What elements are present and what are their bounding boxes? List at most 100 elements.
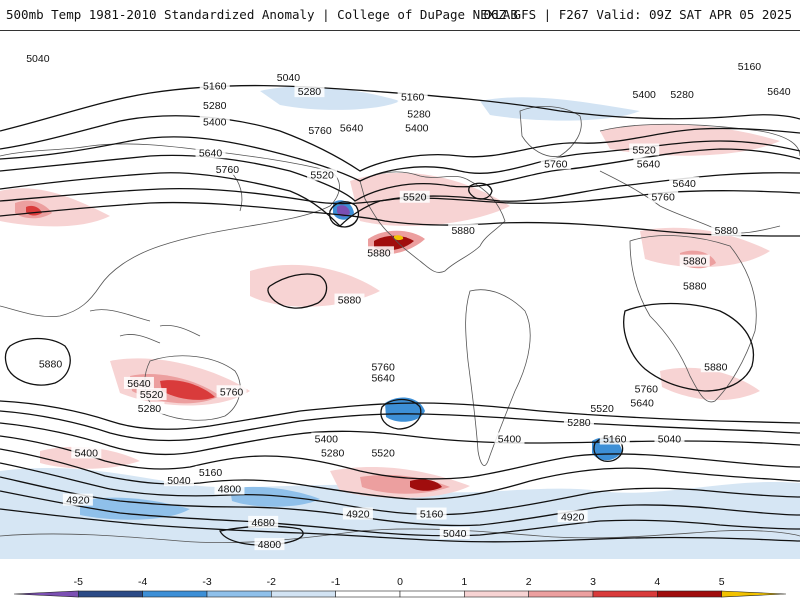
contour-label-bg	[368, 446, 399, 459]
contour-label-bg	[363, 246, 394, 259]
coast-south-america	[465, 289, 531, 466]
legend-colorbar	[13, 590, 787, 598]
contour-label-bg	[397, 90, 428, 103]
contour-label-bg	[212, 162, 243, 175]
anomaly-pos1-africa	[640, 227, 770, 268]
anomaly-neg5-pac	[337, 205, 350, 217]
contour-label-bg	[648, 190, 679, 203]
contour-labels: 5040 5160 5280 5400 5640 5760 5520 5040 5280 5640…	[22, 51, 794, 551]
contour-label: 5280	[670, 89, 694, 101]
contour-label-bg	[563, 415, 594, 428]
contour-label: 5520	[310, 170, 334, 182]
contour-label: 5640	[630, 397, 654, 409]
contour-label-bg	[763, 85, 794, 98]
contour-label: 5040	[443, 528, 467, 540]
contour-label-bg	[35, 357, 66, 370]
contour-label: 5880	[39, 358, 63, 370]
legend-swatch	[78, 590, 143, 598]
contour-label: 5760	[216, 164, 240, 176]
contour-label: 4920	[561, 511, 585, 523]
contour-label-bg	[199, 79, 230, 92]
contour-5520-low-pac	[329, 201, 360, 228]
contour-label: 5760	[651, 192, 675, 204]
contour-label-bg	[679, 279, 710, 292]
contour-label-bg	[399, 190, 430, 203]
contour-label-bg	[136, 388, 167, 401]
contour-label: 5160	[203, 81, 227, 93]
contour-label-bg	[629, 143, 660, 156]
legend-tick-label: 4	[654, 576, 660, 588]
contour-label-bg	[700, 360, 731, 373]
contour-label-bg	[439, 526, 470, 539]
contour-label: 5160	[401, 92, 425, 104]
contour-label-bg	[679, 254, 710, 267]
contour-5760-south	[0, 400, 800, 430]
contour-label: 5640	[127, 378, 151, 390]
contour-label-bg	[734, 60, 765, 73]
contour-label-bg	[317, 446, 348, 459]
contour-label-bg	[22, 51, 53, 64]
contour-label: 5640	[371, 372, 395, 384]
contour-label: 5280	[321, 447, 345, 459]
contour-label-bg	[494, 432, 525, 445]
contour-label: 5640	[673, 178, 697, 190]
contour-label: 5520	[371, 447, 395, 459]
contour-label-bg	[134, 401, 165, 414]
contour-label-bg	[334, 293, 365, 306]
contour-label-bg	[557, 510, 588, 523]
contour-5160-north	[0, 115, 800, 172]
contour-label: 5640	[199, 147, 223, 159]
legend-swatch	[464, 590, 529, 598]
contour-5400-south	[0, 435, 800, 480]
contour-label: 5040	[167, 475, 191, 487]
contour-label: 5520	[403, 192, 427, 204]
contour-label-bg	[401, 121, 432, 134]
coast-antarctica	[0, 528, 800, 544]
contour-label: 5880	[683, 281, 707, 293]
contour-label: 5400	[633, 89, 657, 101]
contour-label: 4920	[66, 495, 90, 507]
contour-label-bg	[195, 146, 226, 159]
map-title: 500mb Temp 1981-2010 Standardized Anomal…	[6, 7, 518, 22]
contour-label: 5160	[603, 434, 627, 446]
contour-label: 4680	[251, 517, 275, 529]
anomaly-pos4-south-pac	[410, 479, 442, 491]
contour-label: 5640	[767, 86, 791, 98]
legend-tick-labels: -5 -4 -3 -2 -1 0 1 2 3 4 5	[74, 576, 725, 588]
contour-4800-south	[0, 508, 800, 543]
contour-label: 4800	[218, 484, 242, 496]
contour-label-bg	[631, 382, 662, 395]
contour-label-bg	[214, 482, 245, 495]
anomaly-neg1-south	[0, 468, 800, 559]
legend-swatch	[142, 590, 208, 598]
contour-low-siberia	[468, 182, 493, 200]
contour-label: 5520	[140, 389, 164, 401]
contour-5760-north	[0, 201, 800, 237]
contour-label-bg	[305, 124, 335, 137]
contour-label-bg	[342, 507, 373, 520]
header: 500mb Temp 1981-2010 Standardized Anomal…	[0, 0, 800, 30]
contour-label-bg	[416, 507, 447, 520]
legend-triangle-high	[721, 590, 787, 598]
contour-label: 5520	[590, 403, 614, 415]
contour-label-bg	[71, 446, 102, 459]
contour-label-bg	[273, 71, 304, 84]
contour-label-bg	[540, 157, 571, 170]
contour-label: 5280	[138, 403, 162, 415]
legend-tick-label: 2	[526, 576, 532, 588]
contour-5040-south	[0, 476, 800, 527]
contour-label: 5040	[277, 72, 301, 84]
contour-5640-south	[0, 410, 800, 442]
contour-label: 5760	[635, 383, 659, 395]
contour-label-bg	[216, 385, 247, 398]
contour-5040-north	[0, 84, 800, 132]
legend-tick-label: 1	[461, 576, 467, 588]
legend-swatch	[528, 590, 594, 598]
contour-label: 5400	[498, 434, 522, 446]
anomaly-pos1-atl	[660, 367, 760, 401]
contour-label-bg	[669, 176, 700, 189]
legend-swatch	[335, 590, 401, 598]
legend-swatch	[271, 590, 336, 598]
contour-label: 5040	[26, 53, 50, 65]
legend-swatch	[399, 590, 465, 598]
